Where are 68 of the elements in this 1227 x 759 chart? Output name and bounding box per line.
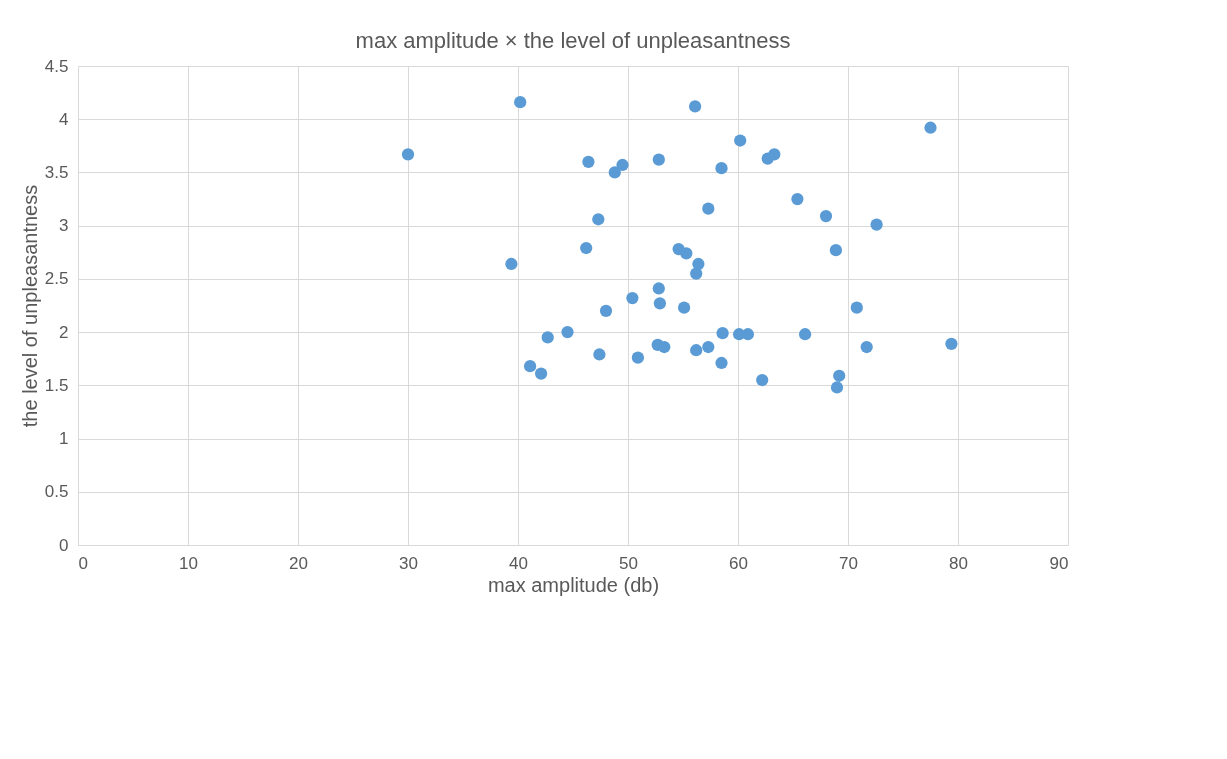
x-tick-label: 80 <box>949 553 968 573</box>
point <box>652 282 665 295</box>
point <box>830 381 844 394</box>
point <box>798 328 812 341</box>
point <box>514 96 527 109</box>
point <box>608 166 621 179</box>
point <box>541 331 554 344</box>
y-tick-label: 2 <box>59 322 69 342</box>
point <box>580 241 593 255</box>
point <box>870 218 883 231</box>
y-tick-label: 3.5 <box>44 162 69 182</box>
point <box>924 121 937 134</box>
point <box>690 267 703 280</box>
y-tick-label: 1 <box>59 429 69 449</box>
point <box>401 148 415 161</box>
y-tick-label: 4 <box>59 109 69 129</box>
x-tick-label: 40 <box>509 553 528 573</box>
point <box>690 344 703 357</box>
x-tick-label: 10 <box>179 553 198 573</box>
point <box>680 247 693 260</box>
point <box>734 134 747 147</box>
point <box>592 213 605 226</box>
y-tick-label: 2.5 <box>44 269 69 289</box>
point <box>523 360 537 373</box>
point <box>626 291 639 305</box>
point <box>593 348 606 361</box>
point <box>702 340 715 354</box>
point <box>653 297 667 310</box>
point <box>631 351 645 364</box>
point <box>616 158 629 172</box>
point <box>688 100 702 113</box>
point <box>599 304 613 317</box>
point <box>505 257 518 271</box>
x-tick-label: 90 <box>1049 553 1069 573</box>
point <box>768 148 781 161</box>
x-tick-label: 60 <box>729 553 748 573</box>
chart-title: max amplitude × the level of unpleasantness <box>355 28 791 53</box>
point <box>702 202 715 215</box>
point <box>833 369 846 382</box>
point <box>677 301 691 314</box>
y-tick-label: 1.5 <box>44 375 69 395</box>
y-tick-label: 3 <box>59 216 69 236</box>
point <box>658 340 671 354</box>
y-tick-label: 4.5 <box>44 56 69 76</box>
x-tick-label: 30 <box>399 553 418 573</box>
y-tick-label: 0 <box>59 535 69 555</box>
x-tick-label: 50 <box>619 553 638 573</box>
point <box>652 153 665 166</box>
point <box>716 327 729 340</box>
y-tick-label: 0.5 <box>44 482 69 502</box>
point <box>829 244 843 257</box>
point <box>819 209 833 223</box>
point <box>945 337 958 350</box>
point <box>860 340 873 354</box>
point <box>715 162 728 175</box>
point <box>715 356 728 370</box>
point <box>534 367 548 380</box>
point <box>561 326 574 339</box>
point <box>756 373 769 387</box>
x-tick-label: 0 <box>78 553 88 573</box>
point <box>741 328 755 341</box>
x-tick-label: 70 <box>839 553 858 573</box>
y-axis-title: the level of unpleasantness <box>18 184 41 428</box>
point <box>791 192 804 206</box>
x-tick-label: 20 <box>289 553 308 573</box>
x-axis-title: max amplitude (db) <box>487 573 660 596</box>
point <box>582 155 595 168</box>
point <box>850 301 863 314</box>
